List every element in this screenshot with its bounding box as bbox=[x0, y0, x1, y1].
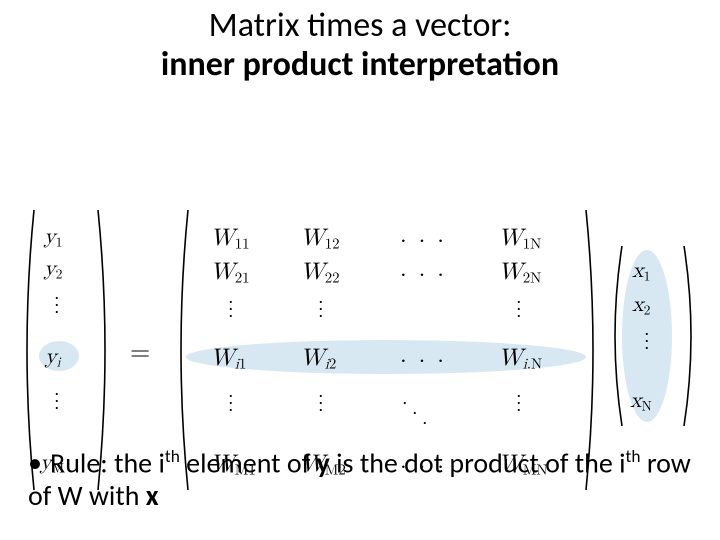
rule-bullet: •Rule: the ith element of y is the dot p… bbox=[28, 446, 700, 512]
vdots: ... bbox=[516, 388, 522, 409]
vdots: ... bbox=[318, 294, 324, 315]
vdots: ... bbox=[644, 326, 650, 347]
vdots: ... bbox=[54, 386, 60, 407]
vdots: ... bbox=[228, 388, 234, 409]
bullet-text-1: Rule: the i bbox=[50, 445, 165, 480]
vdots: ... bbox=[516, 294, 522, 315]
x-entry: xN bbox=[630, 388, 652, 415]
paren-left bbox=[606, 246, 626, 426]
x-entry: x1 bbox=[632, 258, 650, 285]
bullet-th-2: th bbox=[626, 445, 641, 467]
matrix-entry: WMN bbox=[498, 450, 547, 480]
equation-area: y1y2...yi...yM=W11W12· · ·W1NW21W22· · ·… bbox=[0, 98, 720, 418]
vdots: ... bbox=[318, 388, 324, 409]
y-entry: y2 bbox=[44, 256, 62, 283]
title-block: Matrix times a vector: inner product int… bbox=[0, 0, 720, 84]
cdots: · · · bbox=[400, 452, 446, 481]
matrix-entry: W1N bbox=[498, 224, 541, 254]
matrix-entry: W11 bbox=[210, 224, 250, 254]
cdots: · · · bbox=[400, 346, 446, 375]
matrix-entry: Wi1 bbox=[210, 344, 246, 374]
vdots: ... bbox=[54, 290, 60, 311]
bullet-x: x bbox=[146, 478, 159, 513]
matrix-entry: W2N bbox=[498, 258, 541, 288]
cdots: · · · bbox=[400, 260, 446, 289]
y-entry: yi bbox=[45, 344, 60, 371]
ddots: ... bbox=[402, 386, 434, 416]
matrix-entry: WM2 bbox=[300, 450, 346, 480]
title-line-1: Matrix times a vector: bbox=[0, 6, 720, 45]
matrix-entry: WM1 bbox=[210, 450, 256, 480]
matrix-entry: Wi.N bbox=[498, 344, 542, 374]
bullet-th-1: th bbox=[165, 445, 180, 467]
paren-right bbox=[680, 246, 700, 426]
vdots: ... bbox=[228, 294, 234, 315]
bullet-text-3: is the dot product of the i bbox=[330, 445, 626, 480]
title-line-2: inner product interpretation bbox=[0, 45, 720, 84]
y-entry: y1 bbox=[44, 224, 62, 251]
y-entry: yM bbox=[40, 450, 64, 477]
matrix-entry: Wi2 bbox=[300, 344, 336, 374]
x-entry: x2 bbox=[632, 292, 650, 319]
cdots: · · · bbox=[400, 226, 446, 255]
matrix-entry: W22 bbox=[300, 258, 340, 288]
matrix-entry: W21 bbox=[210, 258, 250, 288]
equals-sign: = bbox=[130, 338, 150, 369]
matrix-entry: W12 bbox=[300, 224, 340, 254]
